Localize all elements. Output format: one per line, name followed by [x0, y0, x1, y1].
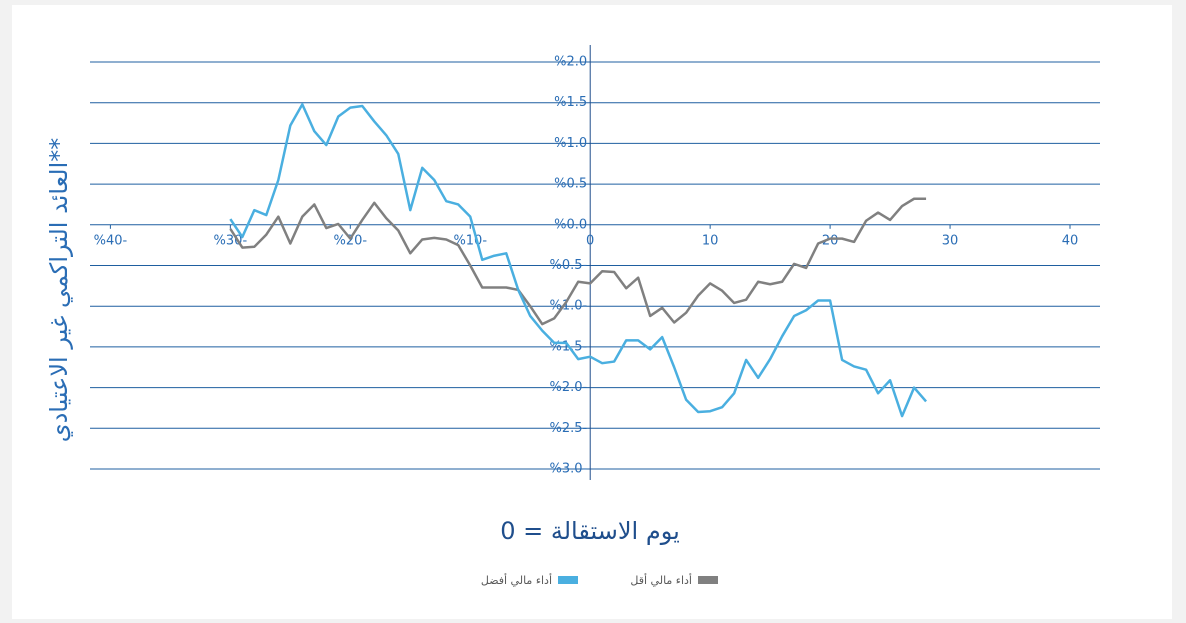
y-tick-label: %2.0-	[549, 380, 587, 395]
x-tick-label: 20	[822, 233, 839, 248]
y-tick-label: %0.5-	[549, 258, 587, 273]
legend-swatch	[558, 576, 578, 584]
y-tick-label: %2.0	[554, 55, 587, 70]
legend-swatch	[698, 576, 718, 584]
y-tick-label: %3.0-	[549, 462, 587, 477]
x-tick-label: 40	[1062, 233, 1079, 248]
y-tick-label: %2.5-	[549, 421, 587, 436]
series-line	[229, 197, 927, 326]
y-tick-label: %0.5	[554, 177, 587, 192]
panel	[12, 5, 1172, 619]
y-tick-label: %1.0-	[549, 299, 587, 314]
series-line	[229, 103, 928, 418]
y-axis-label: العائد التراكمي غير الاعتيادي**	[45, 138, 73, 442]
x-axis-label: يوم الاستقالة = 0	[500, 517, 680, 545]
y-tick-label: %1.5	[554, 95, 587, 110]
legend-label: أداء مالي أفضل	[481, 573, 552, 587]
x-tick-label: %40-	[94, 233, 128, 248]
x-tick-label: %20-	[334, 233, 368, 248]
x-tick-label: 10	[702, 233, 719, 248]
x-tick-label: 30	[942, 233, 959, 248]
x-tick-label: 0	[586, 233, 594, 248]
legend-label: أداء مالي أقل	[630, 573, 692, 587]
y-tick-label: %1.0	[554, 136, 587, 151]
y-tick-label: %0.0	[554, 217, 587, 232]
